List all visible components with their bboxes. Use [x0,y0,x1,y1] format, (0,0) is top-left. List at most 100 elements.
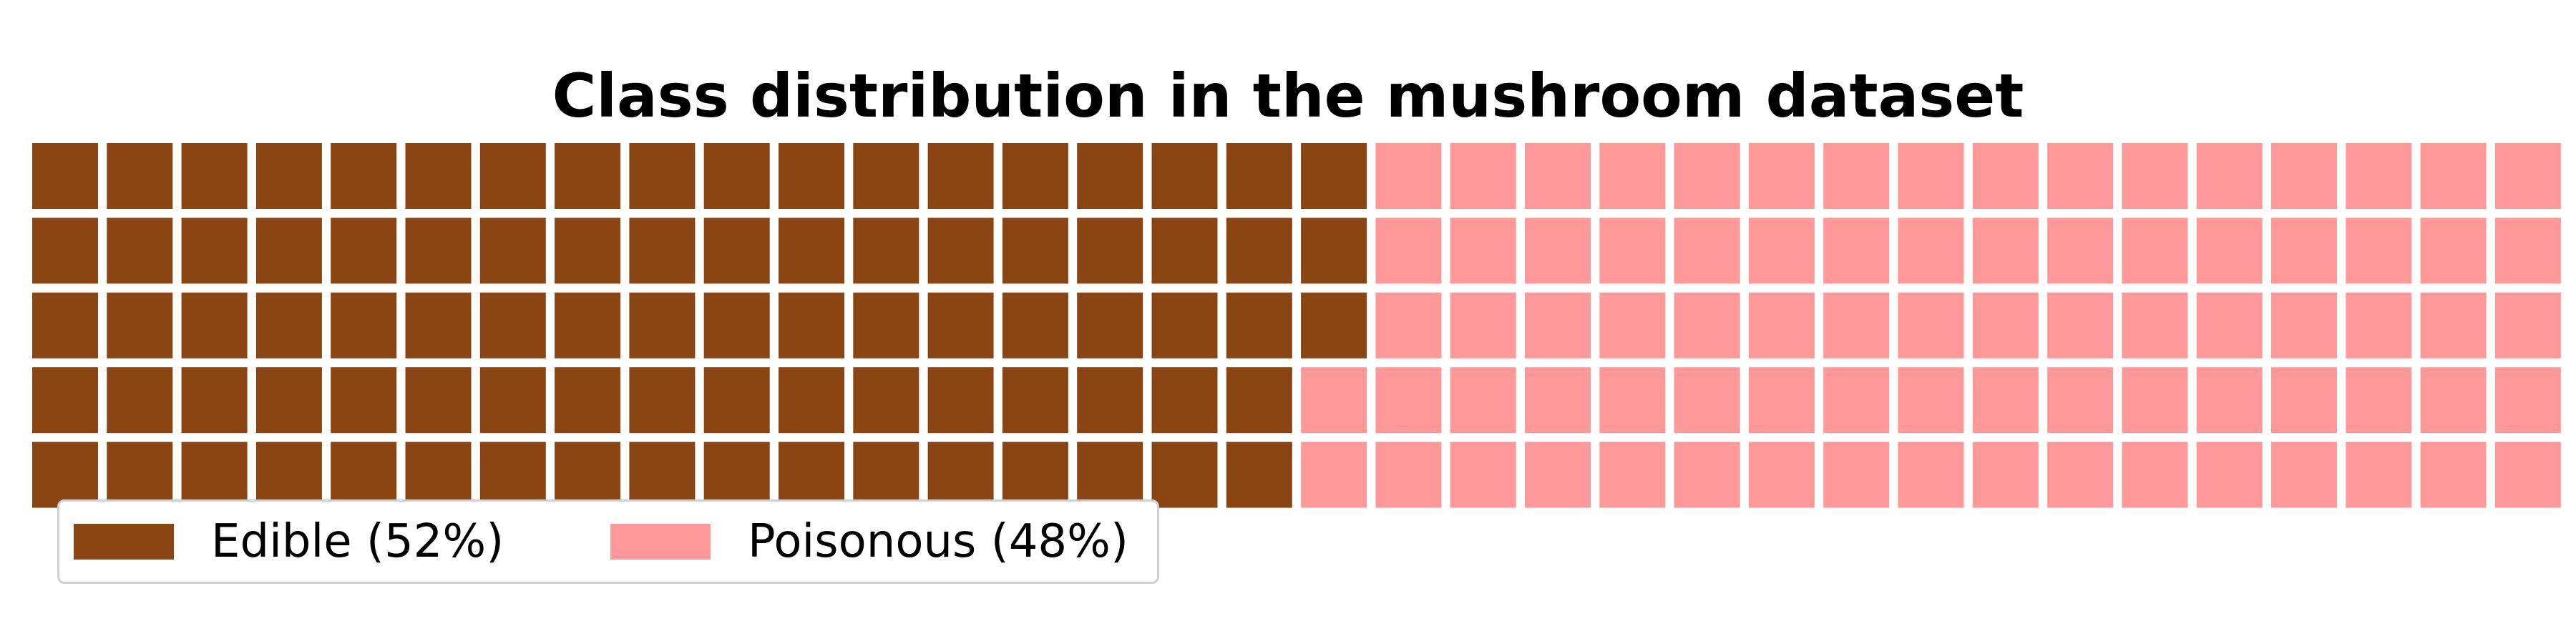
waffle-cell-poisonous [1525,441,1591,508]
waffle-cell-edible [555,218,621,284]
waffle-cell-poisonous [1898,367,1964,434]
waffle-cell-poisonous [1525,143,1591,209]
waffle-cell-edible [1301,292,1367,358]
waffle-cell-edible [107,218,173,284]
waffle-cell-poisonous [2494,218,2561,284]
waffle-cell-edible [927,143,994,209]
waffle-cell-poisonous [2122,367,2188,434]
waffle-cell-poisonous [1599,218,1666,284]
waffle-cell-poisonous [1972,367,2039,434]
waffle-cell-poisonous [2346,143,2412,209]
waffle-cell-edible [255,218,322,284]
waffle-cell-poisonous [1450,441,1516,508]
legend: Edible (52%) Poisonous (48%) [57,499,1159,584]
waffle-cell-edible [703,367,770,434]
waffle-cell-edible [479,292,546,358]
waffle-cell-edible [107,292,173,358]
waffle-cell-poisonous [2047,441,2114,508]
waffle-cell-poisonous [1674,441,1740,508]
waffle-cell-edible [853,292,919,358]
waffle-cell-edible [1077,441,1143,508]
waffle-cell-poisonous [2047,218,2114,284]
legend-swatch-poisonous [610,524,711,560]
waffle-cell-poisonous [1898,218,1964,284]
waffle-cell-edible [479,143,546,209]
waffle-cell-edible [927,218,994,284]
waffle-cell-poisonous [1674,143,1740,209]
waffle-cell-poisonous [2271,367,2337,434]
waffle-cell-edible [779,367,844,434]
waffle-cell-poisonous [1972,441,2039,508]
waffle-cell-edible [703,218,770,284]
waffle-cell-edible [853,143,919,209]
waffle-cell-poisonous [2122,143,2188,209]
waffle-cell-edible [32,218,98,284]
waffle-cell-edible [107,143,173,209]
waffle-cell-poisonous [2271,441,2337,508]
waffle-cell-edible [405,441,472,508]
waffle-cell-edible [1077,143,1143,209]
waffle-cell-poisonous [2420,367,2487,434]
waffle-cell-poisonous [1450,367,1516,434]
waffle-cell-edible [779,292,844,358]
waffle-cell-edible [331,441,397,508]
waffle-cell-edible [555,441,621,508]
waffle-cell-edible [1151,218,1218,284]
waffle-cell-poisonous [2494,143,2561,209]
waffle-cell-poisonous [1674,367,1740,434]
waffle-cell-edible [479,218,546,284]
waffle-cell-edible [1077,218,1143,284]
waffle-cell-poisonous [1450,143,1516,209]
legend-label-poisonous: Poisonous (48%) [748,515,1128,568]
waffle-cell-edible [779,143,844,209]
waffle-cell-poisonous [1898,292,1964,358]
waffle-cell-edible [255,143,322,209]
waffle-cell-edible [555,367,621,434]
waffle-cell-edible [181,367,248,434]
waffle-cell-poisonous [1823,218,1890,284]
waffle-cell-poisonous [1375,218,1442,284]
waffle-cell-poisonous [2271,218,2337,284]
waffle-cell-poisonous [2047,292,2114,358]
legend-label-edible: Edible (52%) [211,515,504,568]
waffle-cell-poisonous [1823,143,1890,209]
waffle-cell-edible [927,367,994,434]
waffle-cell-edible [927,441,994,508]
waffle-cell-poisonous [1375,367,1442,434]
waffle-cell-edible [853,441,919,508]
waffle-cell-poisonous [1898,143,1964,209]
waffle-cell-poisonous [2346,292,2412,358]
waffle-cell-edible [405,143,472,209]
waffle-cell-poisonous [2494,292,2561,358]
waffle-cell-poisonous [1823,367,1890,434]
waffle-cell-edible [779,441,844,508]
waffle-cell-edible [405,218,472,284]
waffle-cell-edible [1226,218,1292,284]
waffle-cell-poisonous [2196,218,2263,284]
waffle-cell-edible [405,367,472,434]
waffle-cell-poisonous [2047,143,2114,209]
waffle-cell-poisonous [1375,441,1442,508]
waffle-cell-edible [927,292,994,358]
waffle-cell-poisonous [2196,441,2263,508]
chart-title: Class distribution in the mushroom datas… [552,61,2024,131]
waffle-cell-poisonous [2271,292,2337,358]
waffle-cell-edible [32,143,98,209]
legend-swatch-edible [74,524,174,560]
waffle-cell-edible [1301,218,1367,284]
waffle-cell-edible [405,292,472,358]
waffle-cell-poisonous [1599,292,1666,358]
legend-item-edible: Edible (52%) [74,502,504,582]
waffle-cell-edible [703,292,770,358]
waffle-cell-edible [1301,143,1367,209]
waffle-cell-poisonous [1301,367,1367,434]
waffle-cell-poisonous [1823,441,1890,508]
waffle-cell-poisonous [1450,292,1516,358]
waffle-cell-poisonous [2494,441,2561,508]
waffle-cell-poisonous [1599,367,1666,434]
waffle-cell-edible [255,292,322,358]
waffle-cell-edible [1077,292,1143,358]
waffle-cell-edible [32,292,98,358]
waffle-cell-edible [255,367,322,434]
waffle-cell-poisonous [1748,292,1815,358]
